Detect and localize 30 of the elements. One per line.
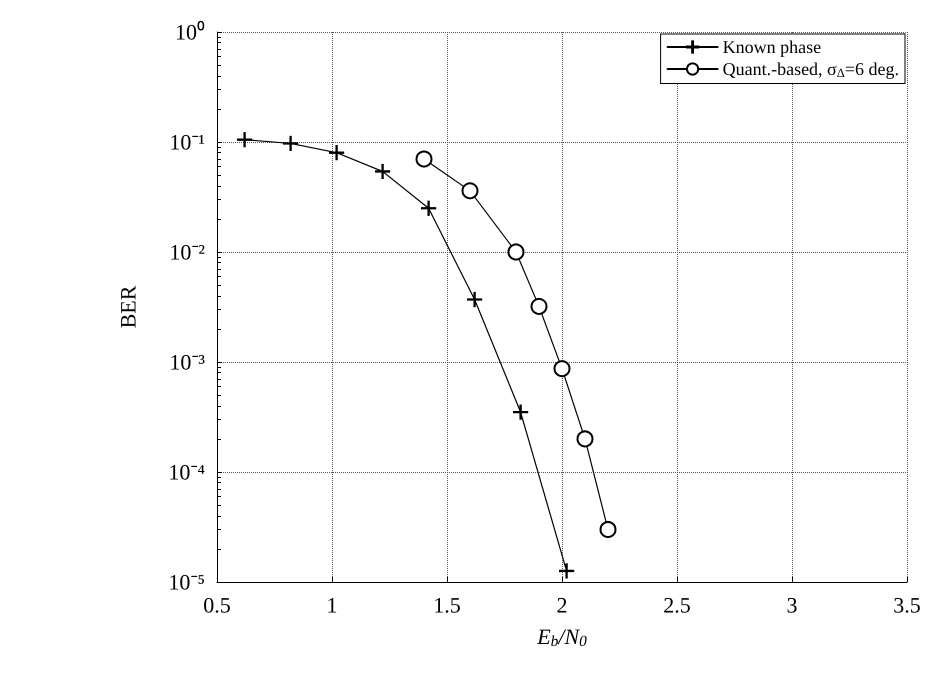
point [283, 136, 298, 152]
point [530, 298, 548, 315]
y-tick-label: 10⁻⁴ [168, 460, 206, 484]
x-tick-label: 0.5 [203, 592, 231, 618]
point [467, 292, 482, 308]
x-tick-label: 1.5 [433, 592, 461, 618]
y-tick-label: 10⁻² [169, 240, 206, 264]
x-tick-label: 2 [556, 592, 568, 618]
x-tick-label: 2.5 [663, 592, 691, 618]
point [329, 145, 344, 160]
legend-label: Known phase [722, 37, 822, 57]
point [513, 404, 528, 420]
point [576, 430, 594, 448]
x-tick-label: 3 [786, 592, 798, 618]
x-tick-label: 1 [326, 592, 338, 618]
point [508, 244, 524, 260]
point [421, 200, 436, 216]
point [559, 563, 574, 579]
y-tick-label: 10⁻¹ [169, 130, 205, 154]
x-tick-label: 3.5 [893, 592, 921, 618]
y-axis-title: BER [116, 285, 140, 328]
point [375, 164, 390, 180]
point [416, 150, 432, 168]
y-tick-label: 10⁻⁵ [168, 570, 205, 594]
point [237, 132, 252, 148]
point [554, 360, 570, 378]
y-tick-label: 10⁻³ [169, 350, 206, 374]
y-tick-label: 10⁰ [175, 20, 205, 44]
point [462, 182, 478, 200]
point [600, 521, 616, 538]
